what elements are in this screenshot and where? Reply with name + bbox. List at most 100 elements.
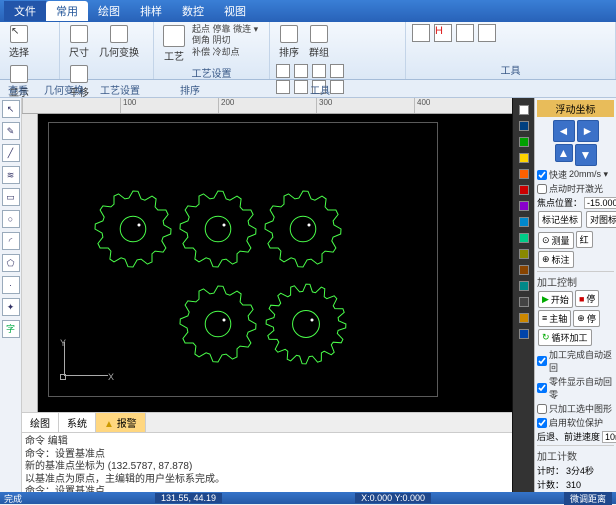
chk-autoret[interactable] <box>537 356 547 366</box>
layer-color-swatch[interactable] <box>519 233 529 243</box>
loop-button[interactable]: ↻ 循环加工 <box>538 329 592 346</box>
tool-rect[interactable]: ▭ <box>2 188 20 206</box>
stop-button[interactable]: ■ 停 <box>575 290 599 307</box>
layer-color-swatch[interactable] <box>519 105 529 115</box>
layer-color-swatch[interactable] <box>519 217 529 227</box>
layer-color-swatch[interactable] <box>519 249 529 259</box>
sort-ico-1[interactable] <box>276 64 290 78</box>
select-button[interactable]: ↖选择 <box>6 24 32 60</box>
ribbon: ↖选择 显示 查看 尺寸 几何变换 平移 几何变换 工艺 起点 停靠 微连 ▾ … <box>0 22 616 80</box>
gear-shape[interactable] <box>93 189 173 269</box>
bottom-tabs: 绘图 系统 ▲ 报警 <box>22 412 512 432</box>
tool-ico-4[interactable] <box>478 24 496 42</box>
tool-circle[interactable]: ○ <box>2 210 20 228</box>
status-jog: 微调距离 <box>564 492 612 505</box>
group-button[interactable]: 群组 <box>306 24 332 60</box>
menu-tab-view[interactable]: 视图 <box>214 1 256 21</box>
chk-speed-label: 快速 <box>549 168 567 181</box>
sort-ico-2[interactable] <box>294 64 308 78</box>
focus-value[interactable]: -15.000 <box>584 197 616 209</box>
panel-hdr-float: 浮动坐标 <box>537 100 614 117</box>
proc-opt-start[interactable]: 起点 停靠 微连 ▾ <box>192 24 258 35</box>
hs-value[interactable]: 10mm <box>602 431 616 443</box>
align-button[interactable]: 对图标 <box>586 211 616 228</box>
axis-x-label: X <box>108 372 114 382</box>
gear-shape[interactable] <box>178 189 258 269</box>
chk-autozero[interactable] <box>537 383 547 393</box>
tool-polyline[interactable]: ≋ <box>2 166 20 184</box>
status-bar: 完成 131.55, 44.19 X:0.000 Y:0.000 微调距离 <box>0 492 616 504</box>
layer-color-swatch[interactable] <box>519 265 529 275</box>
cmd-line: 新的基准点坐标为 (132.5787, 87.878) <box>25 461 509 474</box>
cmd-line: 命令：设置基准点 <box>25 449 509 462</box>
status-coord: X:0.000 Y:0.000 <box>355 493 431 503</box>
layer-color-swatch[interactable] <box>519 185 529 195</box>
cmd-line: 命令：设置基准点 <box>25 486 509 492</box>
sort-ico-4[interactable] <box>330 64 344 78</box>
arrow-up-icon[interactable]: ▲ <box>555 144 573 162</box>
tool-pointer[interactable]: ↖ <box>2 100 20 118</box>
tab-draw[interactable]: 绘图 <box>22 413 59 432</box>
layer-color-swatch[interactable] <box>519 137 529 147</box>
speed-value[interactable]: 20mm/s ▾ <box>569 169 608 180</box>
tool-dot[interactable]: · <box>2 276 20 294</box>
tool-line[interactable]: ╱ <box>2 144 20 162</box>
chk-softlimit[interactable] <box>537 418 547 428</box>
size-button[interactable]: 尺寸 <box>66 24 92 60</box>
start-button[interactable]: ▶ 开始 <box>538 291 573 308</box>
tool-ico-2[interactable]: H <box>434 24 452 42</box>
menu-file[interactable]: 文件 <box>4 1 46 21</box>
measure-button[interactable]: ⊕ 标注 <box>538 251 574 268</box>
layer-color-swatch[interactable] <box>519 313 529 323</box>
tool-star[interactable]: ✦ <box>2 298 20 316</box>
proc-opt-chamfer[interactable]: 倒角 阴切 <box>192 35 258 46</box>
gear-shape[interactable] <box>263 189 343 269</box>
red-button[interactable]: 红 <box>576 231 593 248</box>
process-button[interactable]: 工艺 <box>160 24 188 64</box>
spindle-button[interactable]: ≡ 主轴 <box>538 310 571 327</box>
layer-color-swatch[interactable] <box>519 281 529 291</box>
mark-coord-button[interactable]: 标记坐标 <box>538 211 582 228</box>
menu-tab-draw[interactable]: 绘图 <box>88 1 130 21</box>
arrow-left-icon[interactable]: ◄ <box>553 120 575 142</box>
goto-button[interactable]: ⊙ 测量 <box>538 232 574 249</box>
menu-tab-nc[interactable]: 数控 <box>172 1 214 21</box>
gear-shape[interactable] <box>264 282 348 366</box>
layer-color-swatch[interactable] <box>519 329 529 339</box>
menu-tab-nest[interactable]: 排样 <box>130 1 172 21</box>
group-label-tools: 工具 <box>412 61 609 77</box>
arrow-right-icon[interactable]: ► <box>577 120 599 142</box>
proc-opt-comp[interactable]: 补偿 冷却点 <box>192 47 258 58</box>
tab-system[interactable]: 系统 <box>59 413 96 432</box>
tool-ico-3[interactable] <box>456 24 474 42</box>
arrow-down-icon[interactable]: ▼ <box>575 144 597 166</box>
layer-color-swatch[interactable] <box>519 201 529 211</box>
gear-shape[interactable] <box>178 284 258 364</box>
layer-color-swatch[interactable] <box>519 169 529 179</box>
layer-color-swatch[interactable] <box>519 297 529 307</box>
ruler-tick: 200 <box>218 98 316 113</box>
drawing-canvas[interactable]: X Y <box>38 114 512 412</box>
chk-speed[interactable] <box>537 170 547 180</box>
stop2-button[interactable]: ⊕ 停 <box>573 310 600 327</box>
tab-alarm[interactable]: ▲ 报警 <box>96 413 146 432</box>
layer-color-swatch[interactable] <box>519 121 529 131</box>
tool-arc[interactable]: ◜ <box>2 232 20 250</box>
chk-laser[interactable] <box>537 184 547 194</box>
command-log[interactable]: 命令 编辑命令：设置基准点新的基准点坐标为 (132.5787, 87.878)… <box>22 432 512 492</box>
sort-ico-3[interactable] <box>312 64 326 78</box>
canvas-column: 100 200 300 400 X Y 绘图 系统 ▲ 报警 命令 <box>22 98 512 492</box>
tool-polygon[interactable]: ⬠ <box>2 254 20 272</box>
tool-text[interactable]: 字 <box>2 320 20 338</box>
sort-button[interactable]: 排序 <box>276 24 302 60</box>
geomtrans-button[interactable]: 几何变换 <box>96 24 142 60</box>
tool-ico-1[interactable] <box>412 24 430 42</box>
layer-color-swatch[interactable] <box>519 153 529 163</box>
timer-label: 计时： <box>537 464 564 477</box>
left-toolbar: ↖ ✎ ╱ ≋ ▭ ○ ◜ ⬠ · ✦ 字 <box>0 98 22 492</box>
chk-selonly[interactable] <box>537 404 547 414</box>
tool-node[interactable]: ✎ <box>2 122 20 140</box>
chk-softlimit-label: 启用软位保护 <box>549 416 603 429</box>
menu-tab-common[interactable]: 常用 <box>46 1 88 21</box>
subbar-process: 工艺设置 <box>92 80 172 97</box>
